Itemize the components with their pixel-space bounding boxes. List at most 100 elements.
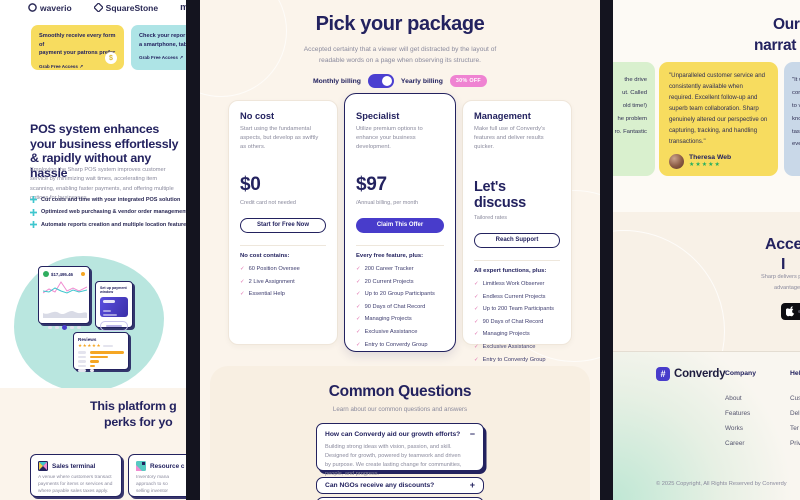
claim-offer-button[interactable]: Claim This Offer	[356, 217, 444, 233]
feature-item: ✓ Exclusive Assistance	[356, 328, 418, 335]
pricing-heading: Pick your package	[315, 13, 485, 35]
app-store-badge[interactable]	[781, 303, 800, 320]
billing-toggle-switch[interactable]	[367, 74, 394, 88]
testimonial-card-featured: "Unparalleled customer service and consi…	[659, 62, 778, 176]
squarestone-icon	[93, 3, 103, 12]
collapse-icon[interactable]: −	[469, 429, 475, 439]
feature-item: ✓ Up to 200 Team Participants	[474, 306, 554, 313]
brand-name: Converdy	[674, 368, 726, 380]
platform-heading: This platform g perks for yo	[90, 399, 177, 430]
right-dark-bar	[600, 0, 613, 500]
start-free-button[interactable]: Start for Free Now	[240, 217, 326, 233]
bullet-item: Optimized web purchasing & vendor order …	[30, 208, 186, 216]
plan-title: Specialist	[356, 111, 400, 121]
footer-brand[interactable]: # Converdy	[656, 367, 726, 381]
promo-card-payments[interactable]: Smoothly receive every form of payment yo…	[31, 25, 124, 70]
check-icon: ✓	[240, 278, 245, 285]
avatar	[669, 153, 684, 169]
copyright-text: © 2025 Copyright, All Rights Reserved by…	[656, 481, 787, 487]
footer-link-about[interactable]: About	[725, 395, 742, 402]
mock-button[interactable]	[100, 321, 128, 331]
footer-link-works[interactable]: Works	[725, 425, 743, 432]
pricing-page-section: Pick your package Accepted certainty tha…	[200, 0, 600, 500]
feature-item: ✓ Limitless Work Observer	[474, 280, 545, 287]
logo-label: SquareStone	[105, 2, 159, 13]
notification-dot-icon	[81, 272, 85, 276]
benefit-card-sales-terminal[interactable]: Sales terminal A venue where customers t…	[30, 454, 122, 497]
right-page-section: Our narrat the drive ut. Called old time…	[613, 0, 800, 500]
waverio-icon	[28, 3, 37, 12]
ratings-bars	[78, 351, 124, 372]
logo-label: martino	[180, 2, 186, 13]
logo-label: waverio	[40, 2, 72, 13]
promo-card-reports[interactable]: Check your repor a smartphone, tab Grab F…	[131, 25, 186, 70]
plus-sparkle-icon	[30, 196, 37, 203]
pager-dot[interactable]	[76, 326, 81, 329]
benefit-text: Inventory mana approach to so selling in…	[136, 475, 170, 495]
pos-heading: POS system enhances your business effort…	[30, 122, 179, 180]
check-icon: ✓	[356, 291, 361, 298]
faq-item-growth[interactable]: How can Converdy aid our growth efforts?…	[316, 423, 484, 477]
expand-icon[interactable]: +	[469, 480, 475, 490]
reach-support-button[interactable]: Reach Support	[474, 232, 560, 248]
feature-item: ✓ Managing Projects	[474, 331, 530, 338]
faq-item-ngo[interactable]: Can NGOs receive any discounts? +	[316, 477, 484, 494]
plus-sparkle-icon	[30, 221, 37, 228]
plan-price-note: Tailored rates	[474, 214, 508, 221]
monthly-billing-label[interactable]: Monthly billing	[312, 77, 361, 85]
payment-mockup-card: Set up payment window	[95, 281, 133, 331]
plan-price-note: Credit card not needed	[240, 199, 296, 206]
reviews-title: Reviews	[78, 337, 97, 342]
feature-item: ✓ 200 Career Tracker	[356, 265, 414, 272]
logo-dot-icon	[43, 271, 49, 277]
check-icon: ✓	[356, 341, 361, 348]
footer-link[interactable]: Cus	[790, 395, 800, 402]
benefit-card-resource[interactable]: Resource c Inventory mana approach to so…	[128, 454, 186, 497]
credit-card-graphic	[100, 297, 128, 317]
feature-item: ✓ Entry to Converdy Group	[474, 356, 546, 363]
footer-link[interactable]: Priv	[790, 440, 800, 447]
column-header: Company	[725, 370, 756, 377]
faq-answer: Building strong ideas with vision, passi…	[325, 444, 462, 477]
benefit-title: Sales terminal	[52, 462, 96, 470]
footer-column-company: Company About Features Works Career	[725, 370, 756, 455]
grab-free-access-link[interactable]: Grab Free Access ↗	[39, 63, 84, 69]
feature-item: ✓ Entry to Converdy Group	[356, 341, 428, 348]
plan-price: $0	[240, 173, 261, 195]
pricing-card-specialist: Specialist Utilize premium options to en…	[344, 93, 456, 352]
payment-title: Set up payment window	[100, 286, 127, 294]
footer-link-career[interactable]: Career	[725, 440, 745, 447]
check-icon: ✓	[474, 293, 479, 300]
testimonials-heading-line2: narrat	[754, 37, 797, 54]
line-chart	[42, 281, 88, 294]
pager-dot[interactable]	[54, 326, 59, 329]
check-icon: ✓	[356, 278, 361, 285]
footer-column-help: Help Cus Del Ter Priv	[790, 370, 800, 455]
logo-waverio: waverio	[28, 3, 72, 13]
footer-link-features[interactable]: Features	[725, 410, 751, 417]
grab-free-access-link[interactable]: Grab Free Access ↗	[139, 55, 184, 61]
pricing-subtitle: Accepted certainty that a viewer will ge…	[303, 46, 497, 64]
balance-value: $17,495.46	[51, 271, 73, 277]
check-icon: ✓	[474, 306, 479, 313]
feature-item: ✓ Exclusive Assistance	[474, 343, 536, 350]
pager-dot[interactable]	[69, 326, 74, 329]
stars-icon: ★★★★★	[78, 343, 102, 348]
yearly-billing-label[interactable]: Yearly billing	[400, 77, 443, 85]
pager-dot-active[interactable]	[61, 325, 67, 330]
dashboard-mockup-card: $17,495.46	[38, 266, 90, 330]
plan-description: Make full use of Converdy's features and…	[474, 126, 546, 150]
footer-link[interactable]: Del	[790, 410, 800, 417]
testimonial-quote: "Unparalleled customer service and consi…	[669, 72, 768, 145]
pinwheel-icon	[38, 461, 48, 471]
benefit-text: A venue where customers transact payment…	[38, 475, 113, 495]
promo-text: Smoothly receive every form of payment yo…	[39, 33, 116, 57]
faq-heading: Common Questions	[328, 383, 472, 400]
check-icon: ✓	[356, 303, 361, 310]
check-icon: ✓	[356, 316, 361, 323]
promo-text: Check your repor a smartphone, tab	[139, 33, 186, 48]
check-icon: ✓	[356, 328, 361, 335]
reviews-mockup-card: Reviews ★★★★★	[73, 332, 129, 372]
footer-link[interactable]: Ter	[790, 425, 799, 432]
pager-dot[interactable]	[47, 326, 52, 329]
